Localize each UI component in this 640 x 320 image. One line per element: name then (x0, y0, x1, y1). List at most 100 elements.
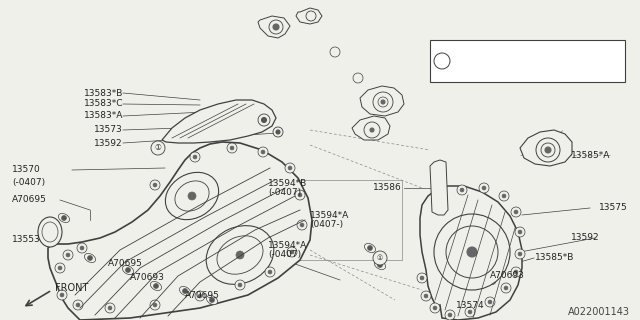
Polygon shape (48, 142, 312, 320)
Ellipse shape (217, 236, 263, 274)
Polygon shape (430, 160, 448, 215)
Text: 13594*A: 13594*A (268, 241, 307, 250)
Circle shape (434, 53, 450, 69)
Text: 13553: 13553 (12, 236, 41, 244)
Ellipse shape (518, 230, 522, 234)
Ellipse shape (373, 251, 387, 265)
Ellipse shape (207, 295, 218, 305)
Ellipse shape (258, 147, 268, 157)
Ellipse shape (479, 183, 489, 193)
Ellipse shape (485, 297, 495, 307)
Text: 13574: 13574 (456, 300, 484, 309)
Ellipse shape (188, 192, 196, 200)
Ellipse shape (457, 185, 467, 195)
Ellipse shape (541, 143, 555, 157)
Ellipse shape (179, 286, 191, 296)
Ellipse shape (448, 313, 452, 317)
Text: 13583*B: 13583*B (84, 89, 123, 98)
Ellipse shape (518, 252, 522, 256)
Ellipse shape (467, 247, 477, 257)
Ellipse shape (235, 280, 245, 290)
Ellipse shape (435, 195, 445, 205)
Ellipse shape (153, 303, 157, 307)
Ellipse shape (42, 222, 58, 242)
Ellipse shape (265, 267, 275, 277)
Text: 13575: 13575 (599, 204, 628, 212)
Text: (0101-      ): (0101- ) (512, 68, 565, 76)
Ellipse shape (468, 310, 472, 314)
Ellipse shape (125, 268, 131, 273)
Ellipse shape (276, 130, 280, 134)
Ellipse shape (195, 291, 205, 301)
Ellipse shape (417, 273, 427, 283)
Ellipse shape (378, 262, 383, 268)
Ellipse shape (151, 141, 165, 155)
Text: ①: ① (438, 56, 446, 66)
Polygon shape (162, 100, 276, 143)
Ellipse shape (297, 220, 307, 230)
Ellipse shape (514, 270, 518, 274)
Ellipse shape (515, 227, 525, 237)
Ellipse shape (66, 253, 70, 257)
Text: 13583*C: 13583*C (83, 100, 123, 108)
Text: A70693: A70693 (130, 273, 165, 282)
Ellipse shape (88, 255, 93, 260)
Ellipse shape (536, 138, 560, 162)
Ellipse shape (193, 155, 197, 159)
Ellipse shape (61, 215, 67, 220)
Ellipse shape (330, 47, 340, 57)
Ellipse shape (373, 92, 393, 112)
Text: A70695: A70695 (108, 259, 143, 268)
Ellipse shape (105, 303, 115, 313)
Ellipse shape (420, 276, 424, 280)
Ellipse shape (456, 268, 468, 276)
Ellipse shape (460, 188, 464, 192)
Ellipse shape (198, 294, 202, 298)
Ellipse shape (150, 281, 161, 291)
Ellipse shape (175, 181, 209, 211)
Ellipse shape (230, 146, 234, 150)
Text: (-0407): (-0407) (268, 188, 301, 197)
Ellipse shape (502, 194, 506, 198)
Text: A70695: A70695 (12, 196, 47, 204)
Ellipse shape (424, 294, 428, 298)
Ellipse shape (262, 117, 266, 123)
Ellipse shape (433, 306, 437, 310)
Ellipse shape (236, 251, 244, 259)
Text: (-0407): (-0407) (12, 178, 45, 187)
Text: ①: ① (377, 255, 383, 261)
Ellipse shape (511, 267, 521, 277)
Ellipse shape (182, 289, 188, 293)
Text: A70693: A70693 (460, 45, 497, 54)
Ellipse shape (108, 306, 112, 310)
Text: ①: ① (155, 143, 161, 153)
Polygon shape (520, 130, 572, 166)
Ellipse shape (288, 166, 292, 170)
Ellipse shape (261, 150, 265, 154)
Polygon shape (352, 116, 390, 140)
Text: 13570: 13570 (12, 165, 41, 174)
Ellipse shape (285, 163, 295, 173)
Text: 13594*B: 13594*B (268, 179, 307, 188)
Ellipse shape (367, 245, 372, 251)
Ellipse shape (269, 20, 283, 34)
Ellipse shape (445, 310, 455, 320)
Ellipse shape (227, 143, 237, 153)
Ellipse shape (374, 260, 385, 269)
Ellipse shape (73, 300, 83, 310)
Ellipse shape (209, 298, 214, 302)
Ellipse shape (430, 303, 440, 313)
Ellipse shape (58, 266, 62, 270)
Ellipse shape (484, 276, 495, 284)
Text: 13583*A: 13583*A (84, 111, 123, 121)
Ellipse shape (165, 172, 219, 220)
Text: 13594*A: 13594*A (310, 211, 349, 220)
Polygon shape (296, 8, 322, 24)
Ellipse shape (460, 269, 465, 275)
Ellipse shape (55, 263, 65, 273)
Ellipse shape (206, 226, 274, 284)
Ellipse shape (438, 198, 442, 202)
Ellipse shape (514, 210, 518, 214)
Ellipse shape (370, 128, 374, 132)
Ellipse shape (504, 286, 508, 290)
